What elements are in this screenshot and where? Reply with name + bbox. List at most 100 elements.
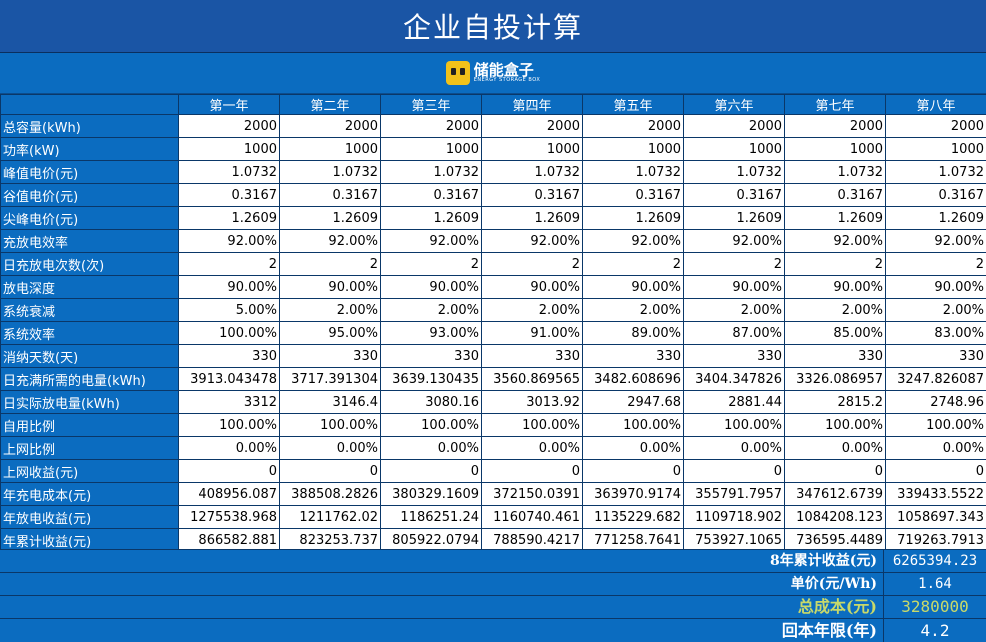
table-cell[interactable]: 2: [179, 253, 280, 276]
table-cell[interactable]: 2.00%: [684, 299, 785, 322]
table-cell[interactable]: 330: [583, 345, 684, 368]
table-cell[interactable]: 0.00%: [179, 437, 280, 460]
table-cell[interactable]: 100.00%: [482, 414, 583, 437]
table-cell[interactable]: 372150.0391: [482, 483, 583, 506]
table-cell[interactable]: 2815.2: [785, 391, 886, 414]
summary-cost-value[interactable]: 3280000: [883, 596, 986, 618]
table-cell[interactable]: 3146.4: [280, 391, 381, 414]
table-cell[interactable]: 1000: [684, 138, 785, 161]
table-cell[interactable]: 92.00%: [886, 230, 986, 253]
table-cell[interactable]: 2000: [684, 115, 785, 138]
table-cell[interactable]: 3247.826087: [886, 368, 986, 391]
table-cell[interactable]: 0.3167: [280, 184, 381, 207]
table-cell[interactable]: 2000: [583, 115, 684, 138]
table-cell[interactable]: 2000: [280, 115, 381, 138]
table-cell[interactable]: 3404.347826: [684, 368, 785, 391]
table-cell[interactable]: 3913.043478: [179, 368, 280, 391]
table-cell[interactable]: 0: [583, 460, 684, 483]
table-cell[interactable]: 2: [886, 253, 986, 276]
table-cell[interactable]: 1.2609: [179, 207, 280, 230]
table-cell[interactable]: 2: [785, 253, 886, 276]
table-cell[interactable]: 93.00%: [381, 322, 482, 345]
table-cell[interactable]: 100.00%: [179, 414, 280, 437]
table-cell[interactable]: 90.00%: [684, 276, 785, 299]
table-cell[interactable]: 2000: [886, 115, 986, 138]
table-cell[interactable]: 1.0732: [381, 161, 482, 184]
table-cell[interactable]: 0: [482, 460, 583, 483]
table-cell[interactable]: 1.0732: [482, 161, 583, 184]
table-cell[interactable]: 1000: [482, 138, 583, 161]
table-cell[interactable]: 92.00%: [684, 230, 785, 253]
table-cell[interactable]: 2947.68: [583, 391, 684, 414]
table-cell[interactable]: 0: [179, 460, 280, 483]
table-cell[interactable]: 100.00%: [280, 414, 381, 437]
table-cell[interactable]: 87.00%: [684, 322, 785, 345]
table-cell[interactable]: 0.3167: [381, 184, 482, 207]
table-cell[interactable]: 3312: [179, 391, 280, 414]
table-cell[interactable]: 0.00%: [886, 437, 986, 460]
table-cell[interactable]: 2000: [381, 115, 482, 138]
table-cell[interactable]: 0.00%: [684, 437, 785, 460]
table-cell[interactable]: 92.00%: [381, 230, 482, 253]
table-cell[interactable]: 1186251.24: [381, 506, 482, 529]
table-cell[interactable]: 2000: [179, 115, 280, 138]
table-cell[interactable]: 1058697.343: [886, 506, 986, 529]
table-cell[interactable]: 1.2609: [482, 207, 583, 230]
table-cell[interactable]: 1.2609: [381, 207, 482, 230]
table-cell[interactable]: 0: [785, 460, 886, 483]
table-cell[interactable]: 3080.16: [381, 391, 482, 414]
table-cell[interactable]: 380329.1609: [381, 483, 482, 506]
table-cell[interactable]: 1000: [179, 138, 280, 161]
table-cell[interactable]: 2881.44: [684, 391, 785, 414]
table-cell[interactable]: 2748.96: [886, 391, 986, 414]
table-cell[interactable]: 388508.2826: [280, 483, 381, 506]
table-cell[interactable]: 355791.7957: [684, 483, 785, 506]
table-cell[interactable]: 0: [684, 460, 785, 483]
table-cell[interactable]: 0.00%: [482, 437, 583, 460]
table-cell[interactable]: 1275538.968: [179, 506, 280, 529]
table-cell[interactable]: 1.2609: [583, 207, 684, 230]
table-cell[interactable]: 3639.130435: [381, 368, 482, 391]
table-cell[interactable]: 100.00%: [179, 322, 280, 345]
table-cell[interactable]: 1.0732: [280, 161, 381, 184]
table-cell[interactable]: 90.00%: [381, 276, 482, 299]
table-cell[interactable]: 2.00%: [886, 299, 986, 322]
table-cell[interactable]: 90.00%: [280, 276, 381, 299]
table-cell[interactable]: 2000: [785, 115, 886, 138]
table-cell[interactable]: 330: [482, 345, 583, 368]
table-cell[interactable]: 100.00%: [886, 414, 986, 437]
table-cell[interactable]: 347612.6739: [785, 483, 886, 506]
table-cell[interactable]: 89.00%: [583, 322, 684, 345]
table-cell[interactable]: 3560.869565: [482, 368, 583, 391]
table-cell[interactable]: 2.00%: [280, 299, 381, 322]
table-cell[interactable]: 2: [684, 253, 785, 276]
table-cell[interactable]: 1.0732: [886, 161, 986, 184]
table-cell[interactable]: 1.0732: [684, 161, 785, 184]
table-cell[interactable]: 0.00%: [785, 437, 886, 460]
table-cell[interactable]: 3326.086957: [785, 368, 886, 391]
table-cell[interactable]: 1.0732: [583, 161, 684, 184]
table-cell[interactable]: 92.00%: [785, 230, 886, 253]
table-cell[interactable]: 1000: [886, 138, 986, 161]
table-cell[interactable]: 0: [381, 460, 482, 483]
table-cell[interactable]: 0.3167: [179, 184, 280, 207]
table-cell[interactable]: 2.00%: [381, 299, 482, 322]
table-cell[interactable]: 5.00%: [179, 299, 280, 322]
table-cell[interactable]: 0.3167: [886, 184, 986, 207]
table-cell[interactable]: 0.00%: [583, 437, 684, 460]
summary-total-value[interactable]: 6265394.23: [883, 550, 986, 572]
table-cell[interactable]: 2: [583, 253, 684, 276]
table-cell[interactable]: 100.00%: [381, 414, 482, 437]
table-cell[interactable]: 2: [381, 253, 482, 276]
table-cell[interactable]: 92.00%: [179, 230, 280, 253]
table-cell[interactable]: 339433.5522: [886, 483, 986, 506]
summary-unit-price-value[interactable]: 1.64: [883, 573, 986, 595]
table-cell[interactable]: 330: [785, 345, 886, 368]
table-cell[interactable]: 95.00%: [280, 322, 381, 345]
table-cell[interactable]: 1109718.902: [684, 506, 785, 529]
table-cell[interactable]: 1.0732: [179, 161, 280, 184]
table-cell[interactable]: 92.00%: [482, 230, 583, 253]
table-cell[interactable]: 330: [381, 345, 482, 368]
table-cell[interactable]: 0: [280, 460, 381, 483]
table-cell[interactable]: 0.3167: [482, 184, 583, 207]
